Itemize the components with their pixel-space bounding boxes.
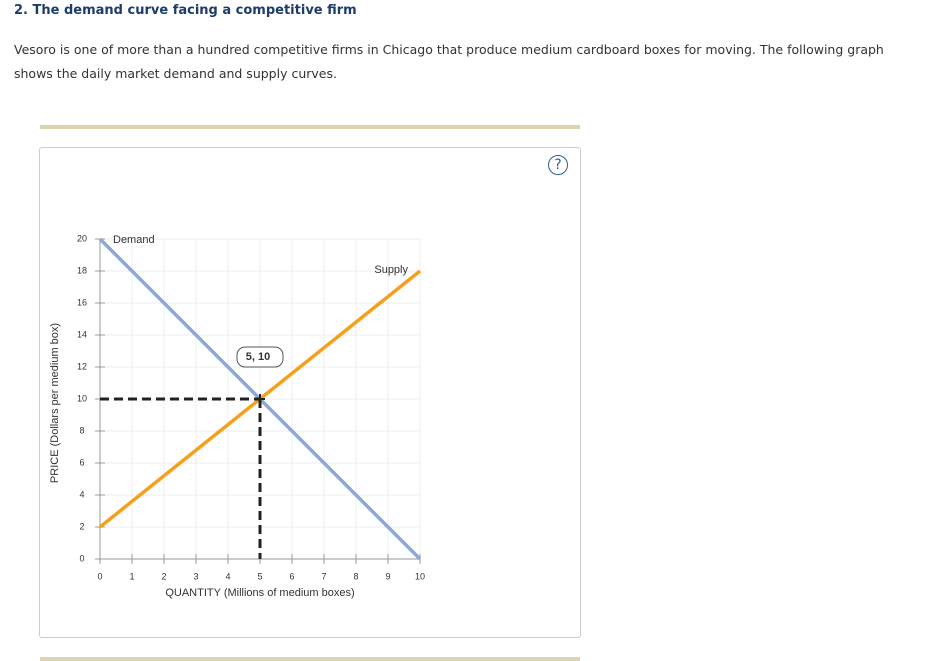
x-tick-label: 5 <box>257 571 262 581</box>
x-tick-label: 8 <box>353 571 358 581</box>
x-tick-label: 2 <box>161 571 166 581</box>
x-tick-label: 9 <box>385 571 390 581</box>
x-tick-label: 10 <box>415 571 425 581</box>
y-tick-label: 18 <box>77 265 87 275</box>
legend-label: Supply <box>374 264 408 276</box>
equilibrium-point <box>255 394 265 404</box>
y-tick-label: 0 <box>79 553 84 563</box>
y-tick-label: 16 <box>77 297 87 307</box>
x-tick-label: 3 <box>193 571 198 581</box>
help-button[interactable]: ? <box>548 155 568 175</box>
paragraph: Vesoro is one of more than a hundred com… <box>14 42 884 81</box>
y-tick-label: 2 <box>79 521 84 531</box>
y-tick-label: 8 <box>79 425 84 435</box>
divider <box>40 125 580 129</box>
x-axis-label: QUANTITY (Millions of medium boxes) <box>165 587 354 599</box>
y-tick-label: 6 <box>79 457 84 467</box>
y-tick-label: 12 <box>77 361 87 371</box>
graph-panel <box>39 147 581 638</box>
y-tick-label: 14 <box>77 329 87 339</box>
annotation-box <box>236 346 284 368</box>
annotation: 5, 10 <box>246 351 270 363</box>
divider <box>40 657 580 661</box>
x-tick-label: 4 <box>225 571 230 581</box>
x-tick-label: 7 <box>321 571 326 581</box>
y-tick-label: 4 <box>79 489 84 499</box>
y-tick-label: 20 <box>77 233 87 243</box>
legend-label: Demand <box>113 234 155 246</box>
x-tick-label: 6 <box>289 571 294 581</box>
title: 2. The demand curve facing a competitive… <box>14 3 357 18</box>
x-tick-label: 1 <box>129 571 134 581</box>
y-tick-label: 10 <box>77 393 87 403</box>
y-axis-label: PRICE (Dollars per medium box) <box>49 323 61 483</box>
x-tick-label: 0 <box>97 571 102 581</box>
